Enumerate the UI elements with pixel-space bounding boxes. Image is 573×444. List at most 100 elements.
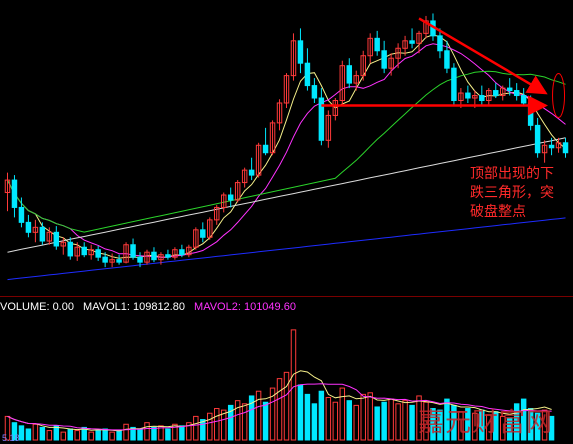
candle-body xyxy=(381,50,387,69)
mavol1-label: MAVOL1: 109812.80 xyxy=(83,301,185,313)
candle-body xyxy=(179,249,185,256)
candle-body xyxy=(18,206,25,223)
candle-body xyxy=(123,244,129,263)
candle-body xyxy=(493,90,499,97)
volume-bar xyxy=(130,426,136,441)
volume-bar xyxy=(297,384,304,441)
candle-body xyxy=(116,259,122,263)
candle-body xyxy=(311,85,318,99)
candle-body xyxy=(360,55,366,77)
candle-body xyxy=(255,144,262,176)
downtrend-arrow xyxy=(418,17,548,95)
annotation-line-2: 跌三角形，突 xyxy=(470,184,554,200)
volume-bar xyxy=(360,393,366,441)
volume-bar xyxy=(402,400,408,441)
volume-bar xyxy=(304,393,311,441)
volume-bar xyxy=(158,425,164,441)
candle-body xyxy=(60,241,67,247)
volume-bar xyxy=(214,408,220,441)
mavol1-line xyxy=(7,370,552,432)
candle-body xyxy=(437,35,443,52)
volume-bar xyxy=(472,412,478,441)
volume-bar xyxy=(151,426,157,441)
candle-body xyxy=(297,40,304,64)
volume-bar xyxy=(283,371,290,441)
candle-body xyxy=(283,75,290,104)
volume-bar xyxy=(144,422,150,441)
candle-body xyxy=(395,47,401,59)
volume-bar xyxy=(109,431,115,441)
volume-bar xyxy=(102,428,108,441)
candle-body xyxy=(32,226,39,233)
volume-bar xyxy=(95,430,101,441)
candle-body xyxy=(332,100,339,116)
volume-bar xyxy=(241,403,248,441)
annotation-line-1: 顶部出现的下 xyxy=(470,165,554,181)
volume-bar xyxy=(290,329,297,441)
candle-body xyxy=(4,179,11,194)
candle-body xyxy=(88,249,94,256)
candle-body xyxy=(402,40,408,49)
volume-bar xyxy=(486,414,492,441)
volume-bar xyxy=(207,412,213,441)
volume-bar xyxy=(311,403,318,441)
candle-body xyxy=(46,231,53,242)
volume-bar xyxy=(548,415,555,441)
candle-body xyxy=(500,87,506,97)
volume-bar xyxy=(262,401,269,441)
volume-bar xyxy=(353,404,359,441)
candle-body xyxy=(388,57,394,69)
candle-body xyxy=(109,259,115,263)
candle-body xyxy=(353,75,359,84)
candle-body xyxy=(186,246,192,256)
candle-body xyxy=(262,144,269,154)
volume-bar xyxy=(179,425,185,441)
volume-bar xyxy=(416,395,422,441)
volume-bar xyxy=(318,390,325,441)
ma-white-line xyxy=(7,137,566,253)
volume-bar xyxy=(423,401,429,441)
candle-body xyxy=(339,65,346,102)
candle-body xyxy=(409,40,415,44)
candle-body xyxy=(548,144,555,149)
volume-bar xyxy=(381,401,387,441)
candle-body xyxy=(158,254,164,261)
volume-bar xyxy=(200,419,206,441)
candle-body xyxy=(81,246,87,256)
candle-body xyxy=(214,206,220,221)
volume-bar xyxy=(346,400,353,441)
candle-body xyxy=(165,254,171,258)
annotation-line-3: 破盘整点 xyxy=(470,203,526,219)
volume-bar xyxy=(32,423,39,441)
volume-bar xyxy=(367,392,373,441)
volume-bar xyxy=(116,430,122,441)
volume-bar xyxy=(67,428,73,441)
watermark-logo: 嘉元财富网 xyxy=(418,408,554,438)
candle-body xyxy=(95,249,101,258)
volume-bar xyxy=(465,408,471,441)
candle-body xyxy=(520,95,527,104)
candle-body xyxy=(541,144,548,154)
candle-body xyxy=(555,142,562,149)
volume-bar xyxy=(88,431,94,441)
volume-bar xyxy=(513,403,520,441)
candle-body xyxy=(479,95,485,102)
candle-body xyxy=(137,256,143,263)
candle-body xyxy=(234,182,241,201)
candle-body xyxy=(346,65,353,84)
candle-body xyxy=(562,142,569,154)
ma-green-line xyxy=(7,70,566,233)
candle-body xyxy=(451,67,457,102)
candle-body xyxy=(290,40,297,77)
candle-body xyxy=(325,114,332,141)
volume-legend: VOLUME: 0.00 MAVOL1: 109812.80 MAVOL2: 1… xyxy=(0,301,302,315)
volume-bar xyxy=(458,411,464,441)
volume-bar xyxy=(60,431,67,441)
candle-body xyxy=(374,37,380,52)
volume-bar xyxy=(4,415,11,441)
ma-yellow-line xyxy=(7,34,566,259)
candle-body xyxy=(172,249,178,258)
volume-bar xyxy=(53,425,60,441)
volume-label: VOLUME: 0.00 xyxy=(0,301,74,313)
mavol2-label: MAVOL2: 101049.60 xyxy=(194,301,296,313)
